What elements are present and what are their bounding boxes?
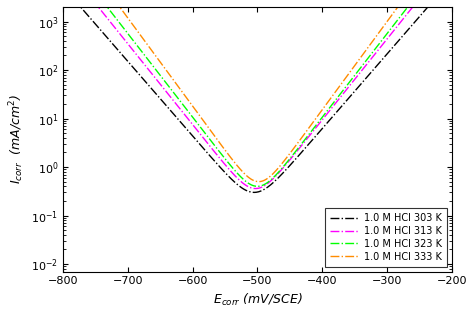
1.0 M HCl 333 K xyxy=(247,177,253,180)
1.0 M HCl 313 K xyxy=(245,185,251,188)
1.0 M HCl 323 K xyxy=(247,182,253,186)
1.0 M HCl 333 K xyxy=(271,171,277,175)
X-axis label: E$_{corr}$ (mV/SCE): E$_{corr}$ (mV/SCE) xyxy=(213,292,302,308)
1.0 M HCl 323 K xyxy=(292,150,298,154)
1.0 M HCl 313 K xyxy=(380,43,385,47)
1.0 M HCl 333 K xyxy=(256,180,262,184)
Line: 1.0 M HCl 323 K: 1.0 M HCl 323 K xyxy=(63,0,452,186)
1.0 M HCl 323 K xyxy=(245,181,251,185)
1.0 M HCl 303 K xyxy=(245,189,251,193)
1.0 M HCl 323 K xyxy=(254,185,260,188)
1.0 M HCl 313 K xyxy=(247,186,253,189)
1.0 M HCl 303 K xyxy=(292,158,298,161)
1.0 M HCl 313 K xyxy=(292,152,298,155)
1.0 M HCl 303 K xyxy=(251,191,257,194)
Y-axis label: I$_{corr}$  (mA/cm$^{2}$): I$_{corr}$ (mA/cm$^{2}$) xyxy=(7,94,26,184)
1.0 M HCl 303 K xyxy=(271,180,277,184)
Legend: 1.0 M HCl 303 K, 1.0 M HCl 313 K, 1.0 M HCl 323 K, 1.0 M HCl 333 K: 1.0 M HCl 303 K, 1.0 M HCl 313 K, 1.0 M … xyxy=(325,208,447,267)
Line: 1.0 M HCl 313 K: 1.0 M HCl 313 K xyxy=(63,0,452,189)
1.0 M HCl 313 K xyxy=(271,176,277,180)
1.0 M HCl 323 K xyxy=(271,175,277,179)
1.0 M HCl 303 K xyxy=(247,190,253,194)
1.0 M HCl 333 K xyxy=(292,145,298,148)
1.0 M HCl 313 K xyxy=(253,187,258,191)
1.0 M HCl 303 K xyxy=(380,57,385,61)
Line: 1.0 M HCl 333 K: 1.0 M HCl 333 K xyxy=(63,0,452,182)
1.0 M HCl 333 K xyxy=(245,175,251,179)
1.0 M HCl 323 K xyxy=(380,38,385,42)
Line: 1.0 M HCl 303 K: 1.0 M HCl 303 K xyxy=(63,0,452,192)
1.0 M HCl 333 K xyxy=(380,26,385,30)
